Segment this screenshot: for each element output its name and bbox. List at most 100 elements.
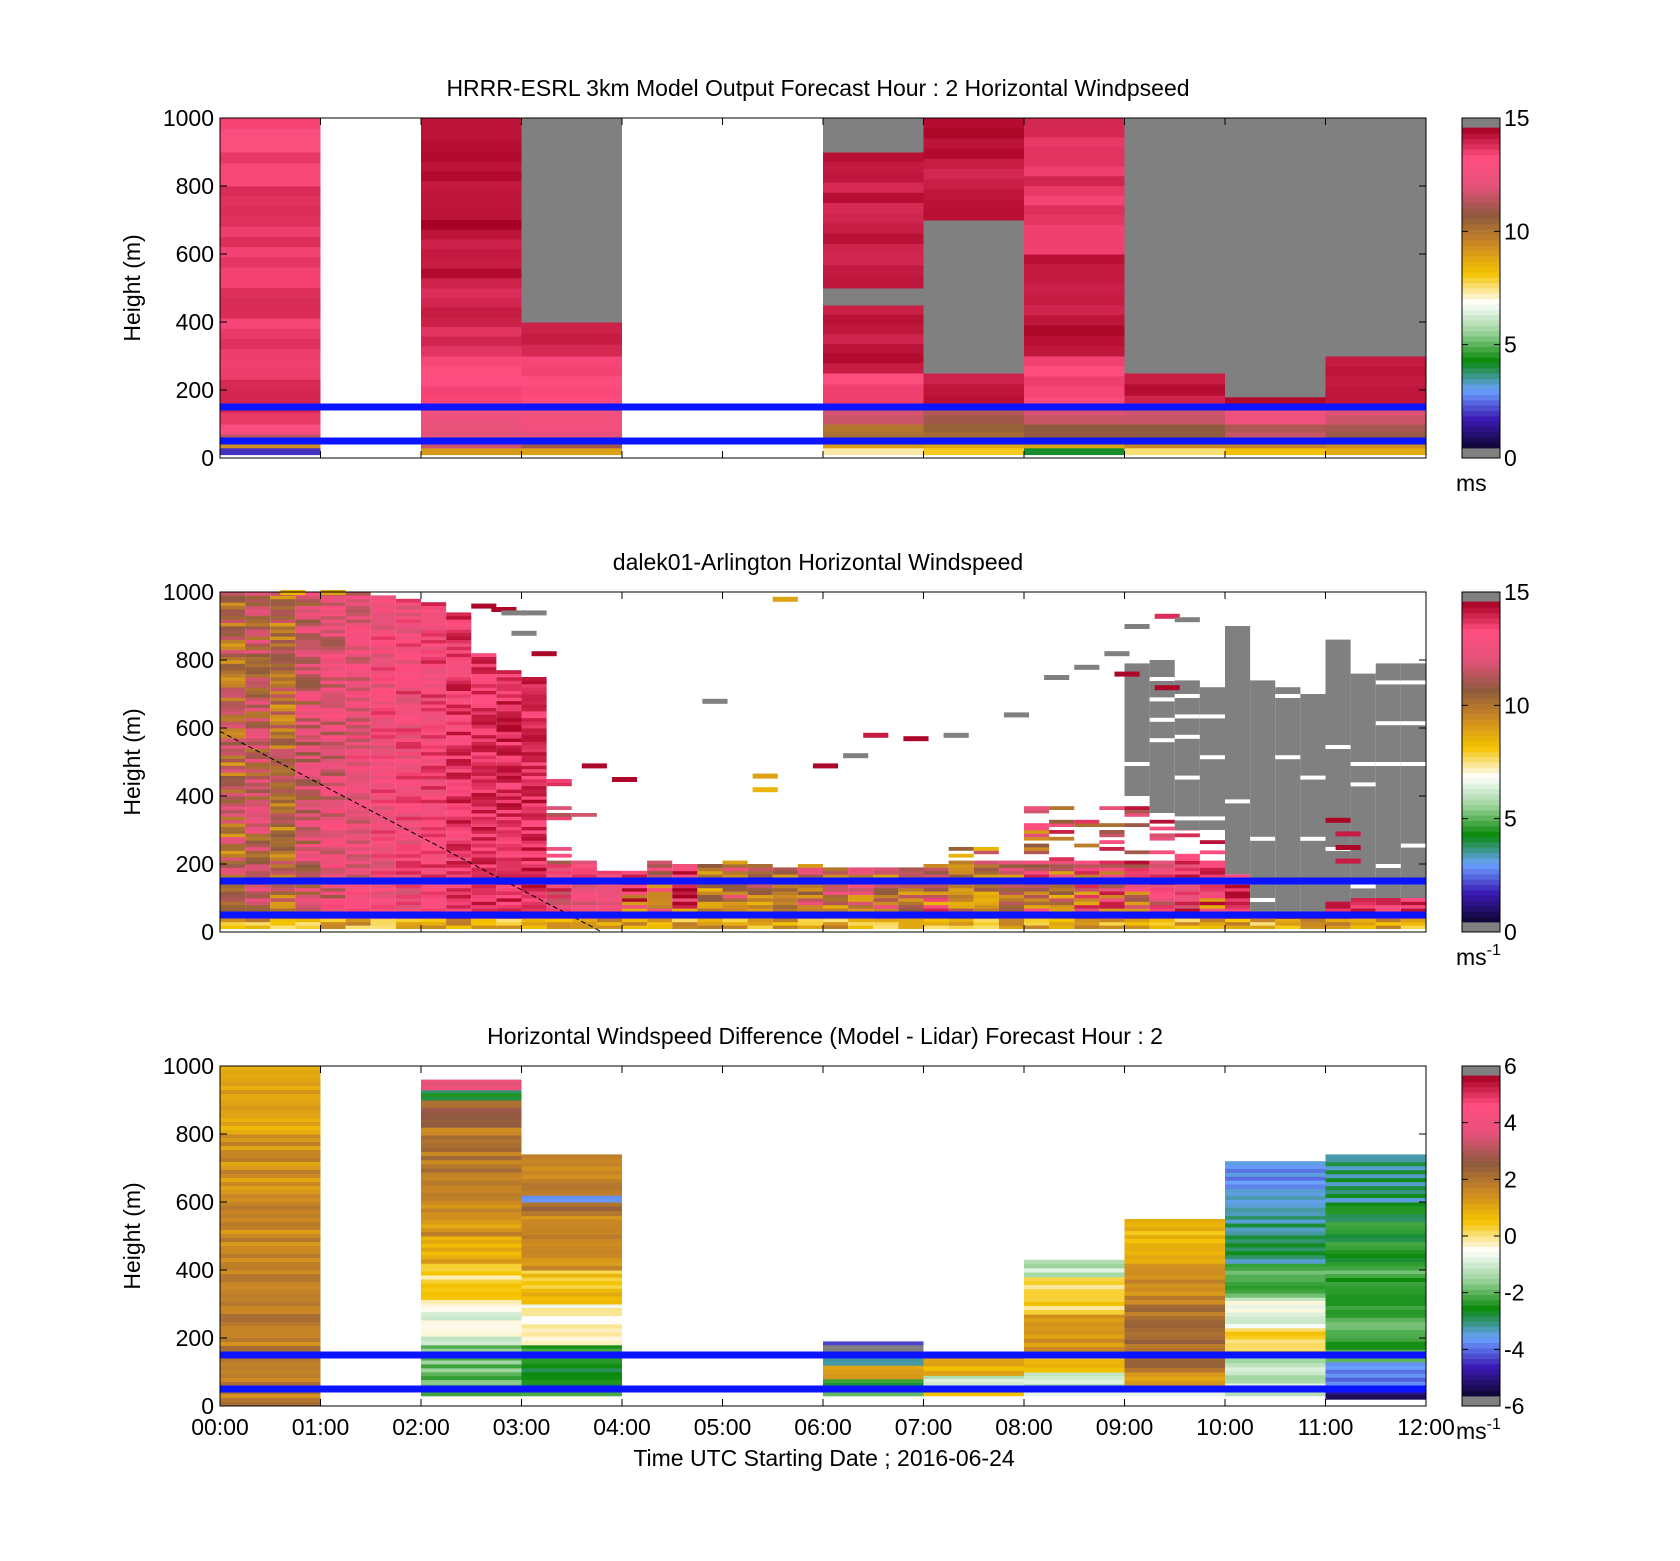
heatmap-cell bbox=[1124, 1299, 1225, 1305]
heatmap-cell bbox=[1024, 918, 1050, 923]
heatmap-cell bbox=[370, 649, 396, 654]
heatmap-cell bbox=[270, 673, 296, 678]
heatmap-cell bbox=[245, 772, 271, 776]
heatmap-cell bbox=[421, 683, 447, 688]
heatmap-cell bbox=[345, 636, 371, 640]
heatmap-cell bbox=[697, 867, 723, 872]
colorbar-swatch bbox=[1462, 820, 1500, 827]
heatmap-cell bbox=[923, 1378, 1024, 1383]
heatmap-cell bbox=[270, 714, 296, 719]
heatmap-cell bbox=[320, 796, 346, 800]
heatmap-cell bbox=[1325, 1281, 1426, 1287]
heatmap-cell bbox=[320, 660, 346, 664]
colorbar-swatch bbox=[1462, 1144, 1500, 1152]
heatmap-cell bbox=[345, 602, 371, 606]
heatmap-cell bbox=[245, 670, 271, 674]
heatmap-cell bbox=[496, 768, 522, 773]
heatmap-cell bbox=[1024, 836, 1050, 841]
heatmap-cell bbox=[245, 796, 271, 800]
heatmap-cell bbox=[345, 694, 371, 698]
heatmap-cell bbox=[421, 643, 447, 647]
heatmap-cell bbox=[220, 369, 321, 381]
heatmap-cell bbox=[395, 646, 421, 651]
heatmap-cell bbox=[1199, 904, 1225, 909]
heatmap-cell bbox=[421, 660, 447, 664]
colorbar-swatch bbox=[1462, 351, 1500, 358]
heatmap-cell bbox=[446, 857, 472, 861]
heatmap-cell bbox=[395, 663, 421, 668]
heatmap-cell bbox=[220, 1230, 321, 1235]
heatmap-cell bbox=[345, 870, 371, 875]
colorbar-swatch bbox=[1462, 1214, 1500, 1221]
heatmap-cell bbox=[220, 622, 246, 627]
heatmap-cell bbox=[521, 1320, 622, 1325]
heatmap-cell bbox=[270, 670, 296, 674]
heatmap-cell bbox=[521, 1288, 622, 1294]
heatmap-cell bbox=[471, 663, 497, 668]
heatmap-cell bbox=[948, 884, 974, 889]
heatmap-cell bbox=[395, 643, 421, 647]
heatmap-cell bbox=[1099, 870, 1125, 875]
heatmap-cell bbox=[421, 891, 447, 895]
heatmap-cell bbox=[320, 891, 346, 895]
heatmap-cell bbox=[521, 1348, 622, 1354]
heatmap-cell bbox=[471, 792, 497, 797]
heatmap-cell bbox=[943, 732, 969, 738]
heatmap-cell bbox=[1104, 651, 1130, 657]
heatmap-cell bbox=[220, 441, 321, 449]
heatmap-cell bbox=[1024, 898, 1050, 902]
heatmap-cell bbox=[1325, 1262, 1426, 1267]
heatmap-cell bbox=[1325, 1321, 1426, 1327]
heatmap-cell bbox=[1174, 857, 1200, 861]
colorbar-swatch bbox=[1462, 138, 1500, 145]
heatmap-cell bbox=[220, 809, 246, 814]
heatmap-cell bbox=[395, 762, 421, 766]
heatmap-cell bbox=[446, 619, 472, 623]
heatmap-cell bbox=[295, 745, 321, 749]
heatmap-cell bbox=[220, 626, 246, 630]
heatmap-cell bbox=[295, 632, 321, 637]
heatmap-cell bbox=[1199, 918, 1225, 923]
colorbar-swatch bbox=[1462, 202, 1500, 209]
panel-lidar-y-label: Height (m) bbox=[119, 708, 145, 815]
heatmap-cell bbox=[446, 626, 472, 630]
heatmap-cell bbox=[220, 687, 246, 691]
heatmap-cell bbox=[496, 836, 522, 841]
heatmap-cell bbox=[521, 1258, 622, 1263]
heatmap-cell bbox=[1049, 925, 1075, 929]
heatmap-cell bbox=[571, 870, 597, 875]
heatmap-cell bbox=[320, 731, 346, 736]
heatmap-cell bbox=[370, 666, 396, 671]
heatmap-cell bbox=[320, 782, 346, 787]
heatmap-cell bbox=[220, 1138, 321, 1143]
colorbar-swatch bbox=[1462, 761, 1500, 768]
heatmap-cell bbox=[421, 819, 447, 824]
heatmap-cell bbox=[446, 629, 472, 634]
heatmap-cell bbox=[395, 864, 421, 868]
heatmap-cell bbox=[421, 430, 522, 442]
heatmap-cell bbox=[245, 629, 271, 634]
heatmap-cell bbox=[295, 738, 321, 742]
heatmap-cell bbox=[395, 636, 421, 640]
heatmap-cell bbox=[345, 864, 371, 868]
heatmap-cell bbox=[521, 1292, 622, 1297]
heatmap-cell bbox=[395, 653, 421, 657]
heatmap-cell bbox=[345, 653, 371, 657]
heatmap-cell bbox=[923, 901, 949, 906]
y-tick-label: 600 bbox=[176, 1189, 214, 1215]
heatmap-cell bbox=[421, 802, 447, 807]
heatmap-cell bbox=[823, 1383, 924, 1388]
heatmap-cell bbox=[421, 850, 447, 855]
heatmap-cell bbox=[370, 626, 396, 630]
heatmap-cell bbox=[320, 694, 346, 698]
heatmap-cell bbox=[496, 731, 522, 736]
colorbar-swatch bbox=[1462, 218, 1500, 225]
heatmap-cell bbox=[370, 884, 396, 889]
heatmap-cell bbox=[270, 887, 296, 892]
colorbar-swatch bbox=[1462, 1192, 1500, 1200]
heatmap-cell bbox=[320, 755, 346, 759]
heatmap-cell bbox=[647, 870, 673, 875]
heatmap-cell bbox=[521, 396, 622, 408]
y-tick-label: 800 bbox=[176, 173, 214, 199]
